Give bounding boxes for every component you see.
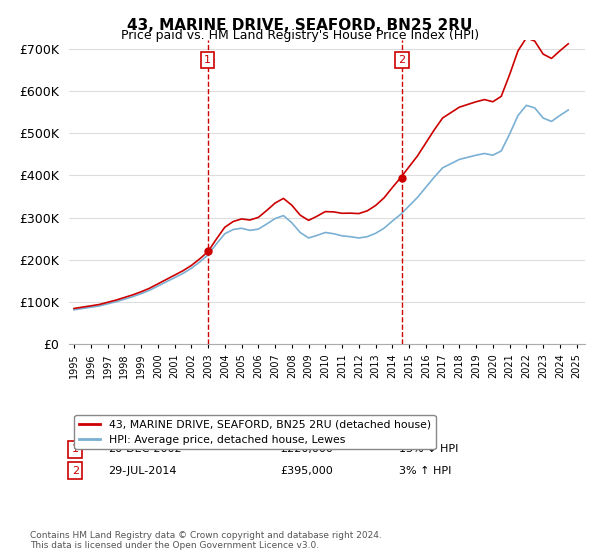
Text: 43, MARINE DRIVE, SEAFORD, BN25 2RU: 43, MARINE DRIVE, SEAFORD, BN25 2RU <box>127 18 473 33</box>
Text: Price paid vs. HM Land Registry's House Price Index (HPI): Price paid vs. HM Land Registry's House … <box>121 29 479 42</box>
Text: 3% ↑ HPI: 3% ↑ HPI <box>399 465 452 475</box>
Text: £395,000: £395,000 <box>281 465 334 475</box>
Legend: 43, MARINE DRIVE, SEAFORD, BN25 2RU (detached house), HPI: Average price, detach: 43, MARINE DRIVE, SEAFORD, BN25 2RU (det… <box>74 415 436 449</box>
Text: 13% ↓ HPI: 13% ↓ HPI <box>399 444 458 454</box>
Text: 1: 1 <box>204 55 211 65</box>
Text: £220,000: £220,000 <box>281 444 334 454</box>
Text: 2: 2 <box>398 55 406 65</box>
Text: 29-JUL-2014: 29-JUL-2014 <box>108 465 176 475</box>
Text: 20-DEC-2002: 20-DEC-2002 <box>108 444 181 454</box>
Text: 2: 2 <box>71 465 79 475</box>
Text: 1: 1 <box>71 444 79 454</box>
Text: Contains HM Land Registry data © Crown copyright and database right 2024.
This d: Contains HM Land Registry data © Crown c… <box>30 530 382 550</box>
